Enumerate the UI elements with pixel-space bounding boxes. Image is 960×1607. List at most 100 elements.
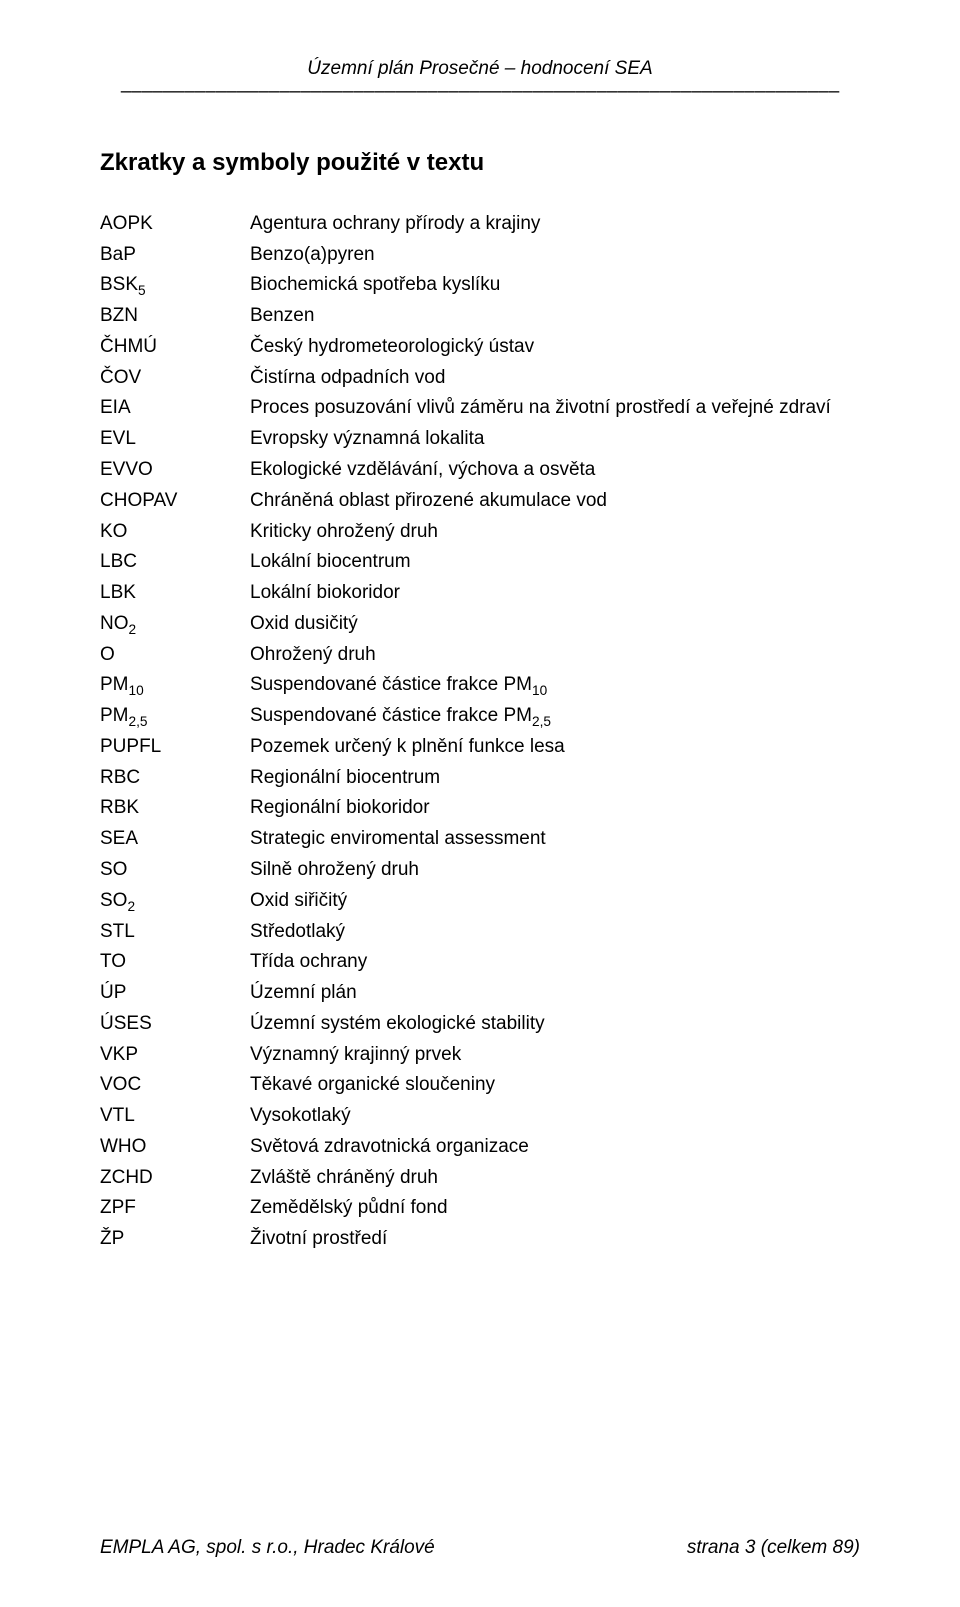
definition-row: ČHMÚČeský hydrometeorologický ústav [100,332,860,363]
desc-cell: Suspendované částice frakce PM10 [250,670,860,701]
definition-row: PUPFLPozemek určený k plnění funkce lesa [100,732,860,763]
desc-subscript: 2,5 [532,714,551,729]
desc-cell: Evropsky významná lokalita [250,424,860,455]
abbr-subscript: 2 [129,622,137,637]
abbr-cell: LBC [100,547,250,578]
desc-cell: Český hydrometeorologický ústav [250,332,860,363]
abbr-cell: VKP [100,1040,250,1071]
definition-row: RBCRegionální biocentrum [100,763,860,794]
definition-row: AOPKAgentura ochrany přírody a krajiny [100,209,860,240]
definition-row: PM10Suspendované částice frakce PM10 [100,670,860,701]
definition-row: BSK5Biochemická spotřeba kyslíku [100,270,860,301]
abbr-cell: SEA [100,824,250,855]
definition-row: ZCHDZvláště chráněný druh [100,1163,860,1194]
abbr-subscript: 10 [129,683,144,698]
desc-cell: Regionální biokoridor [250,793,860,824]
desc-cell: Třída ochrany [250,947,860,978]
abbr-cell: PM2,5 [100,701,250,732]
definition-row: EVLEvropsky významná lokalita [100,424,860,455]
definitions-list: AOPKAgentura ochrany přírody a krajinyBa… [100,209,860,1255]
definition-row: BaPBenzo(a)pyren [100,240,860,271]
desc-cell: Významný krajinný prvek [250,1040,860,1071]
abbr-cell: AOPK [100,209,250,240]
abbr-cell: BSK5 [100,270,250,301]
abbr-cell: BZN [100,301,250,332]
desc-cell: Těkavé organické sloučeniny [250,1070,860,1101]
abbr-cell: VTL [100,1101,250,1132]
section-title: Zkratky a symboly použité v textu [100,149,860,177]
desc-cell: Biochemická spotřeba kyslíku [250,270,860,301]
definition-row: VOCTěkavé organické sloučeniny [100,1070,860,1101]
definition-row: ŽPŽivotní prostředí [100,1224,860,1255]
desc-cell: Silně ohrožený druh [250,855,860,886]
desc-cell: Světová zdravotnická organizace [250,1132,860,1163]
definition-row: VKPVýznamný krajinný prvek [100,1040,860,1071]
definition-row: KOKriticky ohrožený druh [100,517,860,548]
desc-cell: Oxid siřičitý [250,886,860,917]
definition-row: PM2,5Suspendované částice frakce PM2,5 [100,701,860,732]
definition-row: SOSilně ohrožený druh [100,855,860,886]
definition-row: LBCLokální biocentrum [100,547,860,578]
abbr-cell: PM10 [100,670,250,701]
abbr-cell: KO [100,517,250,548]
abbr-cell: LBK [100,578,250,609]
desc-cell: Chráněná oblast přirozené akumulace vod [250,486,860,517]
definition-row: SO2Oxid siřičitý [100,886,860,917]
definition-row: EIAProces posuzování vlivů záměru na živ… [100,393,860,424]
abbr-cell: NO2 [100,609,250,640]
definition-row: ÚPÚzemní plán [100,978,860,1009]
desc-cell: Oxid dusičitý [250,609,860,640]
definition-row: EVVOEkologické vzdělávání, výchova a osv… [100,455,860,486]
abbr-cell: VOC [100,1070,250,1101]
desc-cell: Ohrožený druh [250,640,860,671]
abbr-cell: ÚP [100,978,250,1009]
desc-cell: Regionální biocentrum [250,763,860,794]
abbr-cell: RBK [100,793,250,824]
abbr-cell: BaP [100,240,250,271]
definition-row: LBKLokální biokoridor [100,578,860,609]
header-title: Územní plán Prosečné – hodnocení SEA [100,58,860,80]
desc-cell: Strategic enviromental assessment [250,824,860,855]
definition-row: STLStředotlaký [100,917,860,948]
desc-cell: Územní systém ekologické stability [250,1009,860,1040]
abbr-cell: EVL [100,424,250,455]
abbr-cell: EIA [100,393,250,424]
definition-row: ZPFZemědělský půdní fond [100,1193,860,1224]
abbr-cell: TO [100,947,250,978]
desc-cell: Agentura ochrany přírody a krajiny [250,209,860,240]
definition-row: TOTřída ochrany [100,947,860,978]
desc-cell: Proces posuzování vlivů záměru na životn… [250,393,860,424]
desc-cell: Zemědělský půdní fond [250,1193,860,1224]
definition-row: ÚSESÚzemní systém ekologické stability [100,1009,860,1040]
abbr-cell: EVVO [100,455,250,486]
abbr-cell: SO [100,855,250,886]
abbr-subscript: 2 [127,899,135,914]
abbr-cell: ZCHD [100,1163,250,1194]
definition-row: VTLVysokotlaký [100,1101,860,1132]
desc-cell: Kriticky ohrožený druh [250,517,860,548]
definition-row: CHOPAVChráněná oblast přirozené akumulac… [100,486,860,517]
footer-left: EMPLA AG, spol. s r.o., Hradec Králové [100,1537,435,1559]
desc-cell: Územní plán [250,978,860,1009]
abbr-cell: ČOV [100,363,250,394]
definition-row: NO2Oxid dusičitý [100,609,860,640]
abbr-cell: O [100,640,250,671]
desc-cell: Benzen [250,301,860,332]
page-header: Územní plán Prosečné – hodnocení SEA –––… [100,58,860,103]
abbr-cell: CHOPAV [100,486,250,517]
definition-row: SEAStrategic enviromental assessment [100,824,860,855]
definition-row: RBKRegionální biokoridor [100,793,860,824]
abbr-cell: SO2 [100,886,250,917]
abbr-cell: ÚSES [100,1009,250,1040]
abbr-subscript: 2,5 [129,714,148,729]
abbr-cell: STL [100,917,250,948]
abbr-cell: ZPF [100,1193,250,1224]
desc-cell: Vysokotlaký [250,1101,860,1132]
desc-cell: Benzo(a)pyren [250,240,860,271]
document-page: Územní plán Prosečné – hodnocení SEA –––… [0,0,960,1607]
abbr-cell: WHO [100,1132,250,1163]
desc-cell: Ekologické vzdělávání, výchova a osvěta [250,455,860,486]
definition-row: ČOVČistírna odpadních vod [100,363,860,394]
abbr-cell: ČHMÚ [100,332,250,363]
header-divider: ––––––––––––––––––––––––––––––––––––––––… [100,82,860,103]
